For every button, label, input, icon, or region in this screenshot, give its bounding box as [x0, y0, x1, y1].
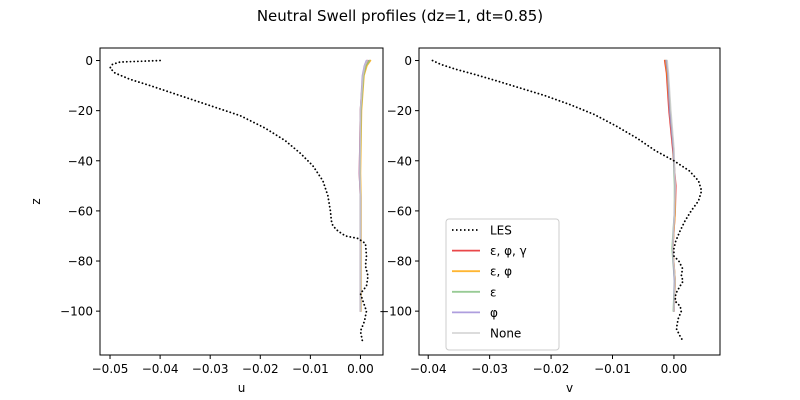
- series-line-LES: [109, 59, 369, 343]
- y-tick-label: 0: [85, 54, 93, 68]
- x-tick-label: −0.01: [292, 362, 329, 376]
- x-tick-label: −0.05: [92, 362, 129, 376]
- x-tick-label: −0.02: [242, 362, 279, 376]
- legend: LES ε, φ, γ ε, φ εφ None: [445, 218, 560, 351]
- series-line-None: [666, 59, 676, 312]
- x-tick-label: −0.04: [410, 362, 447, 376]
- x-axis-label: v: [566, 381, 573, 395]
- y-tick-label: −80: [68, 255, 93, 269]
- series-line-None: [359, 59, 369, 312]
- legend-label-phi: φ: [490, 306, 498, 320]
- legend-label-LES: LES: [490, 224, 512, 238]
- y-tick-label: 0: [404, 54, 412, 68]
- legend-label-eps_phi: ε, φ: [490, 265, 512, 279]
- y-tick-label: −100: [379, 305, 412, 319]
- x-tick-label: 0.00: [661, 362, 688, 376]
- x-tick-label: −0.01: [594, 362, 631, 376]
- y-tick-label: −20: [68, 104, 93, 118]
- axes-frame: [99, 47, 384, 356]
- legend-label-None: None: [490, 327, 521, 341]
- x-tick-label: −0.02: [533, 362, 570, 376]
- x-tick-label: 0.00: [347, 362, 374, 376]
- legend-frame: [445, 218, 560, 351]
- y-tick-label: −80: [387, 255, 412, 269]
- u-profile-series-group: [109, 59, 372, 343]
- y-tick-label: −60: [68, 204, 93, 218]
- x-tick-label: −0.03: [192, 362, 229, 376]
- x-axis-label: u: [238, 381, 246, 395]
- y-tick-label: −20: [387, 104, 412, 118]
- y-axis-label: z: [29, 198, 43, 204]
- v-profile-panel: −0.04 −0.03 −0.02 −0.01 0.00 0 −20 −40 −60 −80 −10…: [379, 47, 721, 395]
- x-tick-label: −0.03: [471, 362, 508, 376]
- y-tick-label: −40: [387, 154, 412, 168]
- y-tick-label: −100: [60, 305, 93, 319]
- y-tick-label: −60: [387, 204, 412, 218]
- v-profile-series-group: [431, 59, 703, 343]
- figure-suptitle: Neutral Swell profiles (dz=1, dt=0.85): [257, 7, 543, 25]
- legend-label-eps: ε: [490, 285, 497, 299]
- axes-frame: [418, 47, 721, 356]
- y-tick-label: −40: [68, 154, 93, 168]
- u-profile-panel: −0.05 −0.04 −0.03 −0.02 −0.01 0.00 0 −20 −40 −60 −…: [29, 47, 384, 395]
- x-tick-label: −0.04: [142, 362, 179, 376]
- series-line-LES: [431, 59, 703, 343]
- legend-label-eps_phi_gamma: ε, φ, γ: [490, 244, 527, 258]
